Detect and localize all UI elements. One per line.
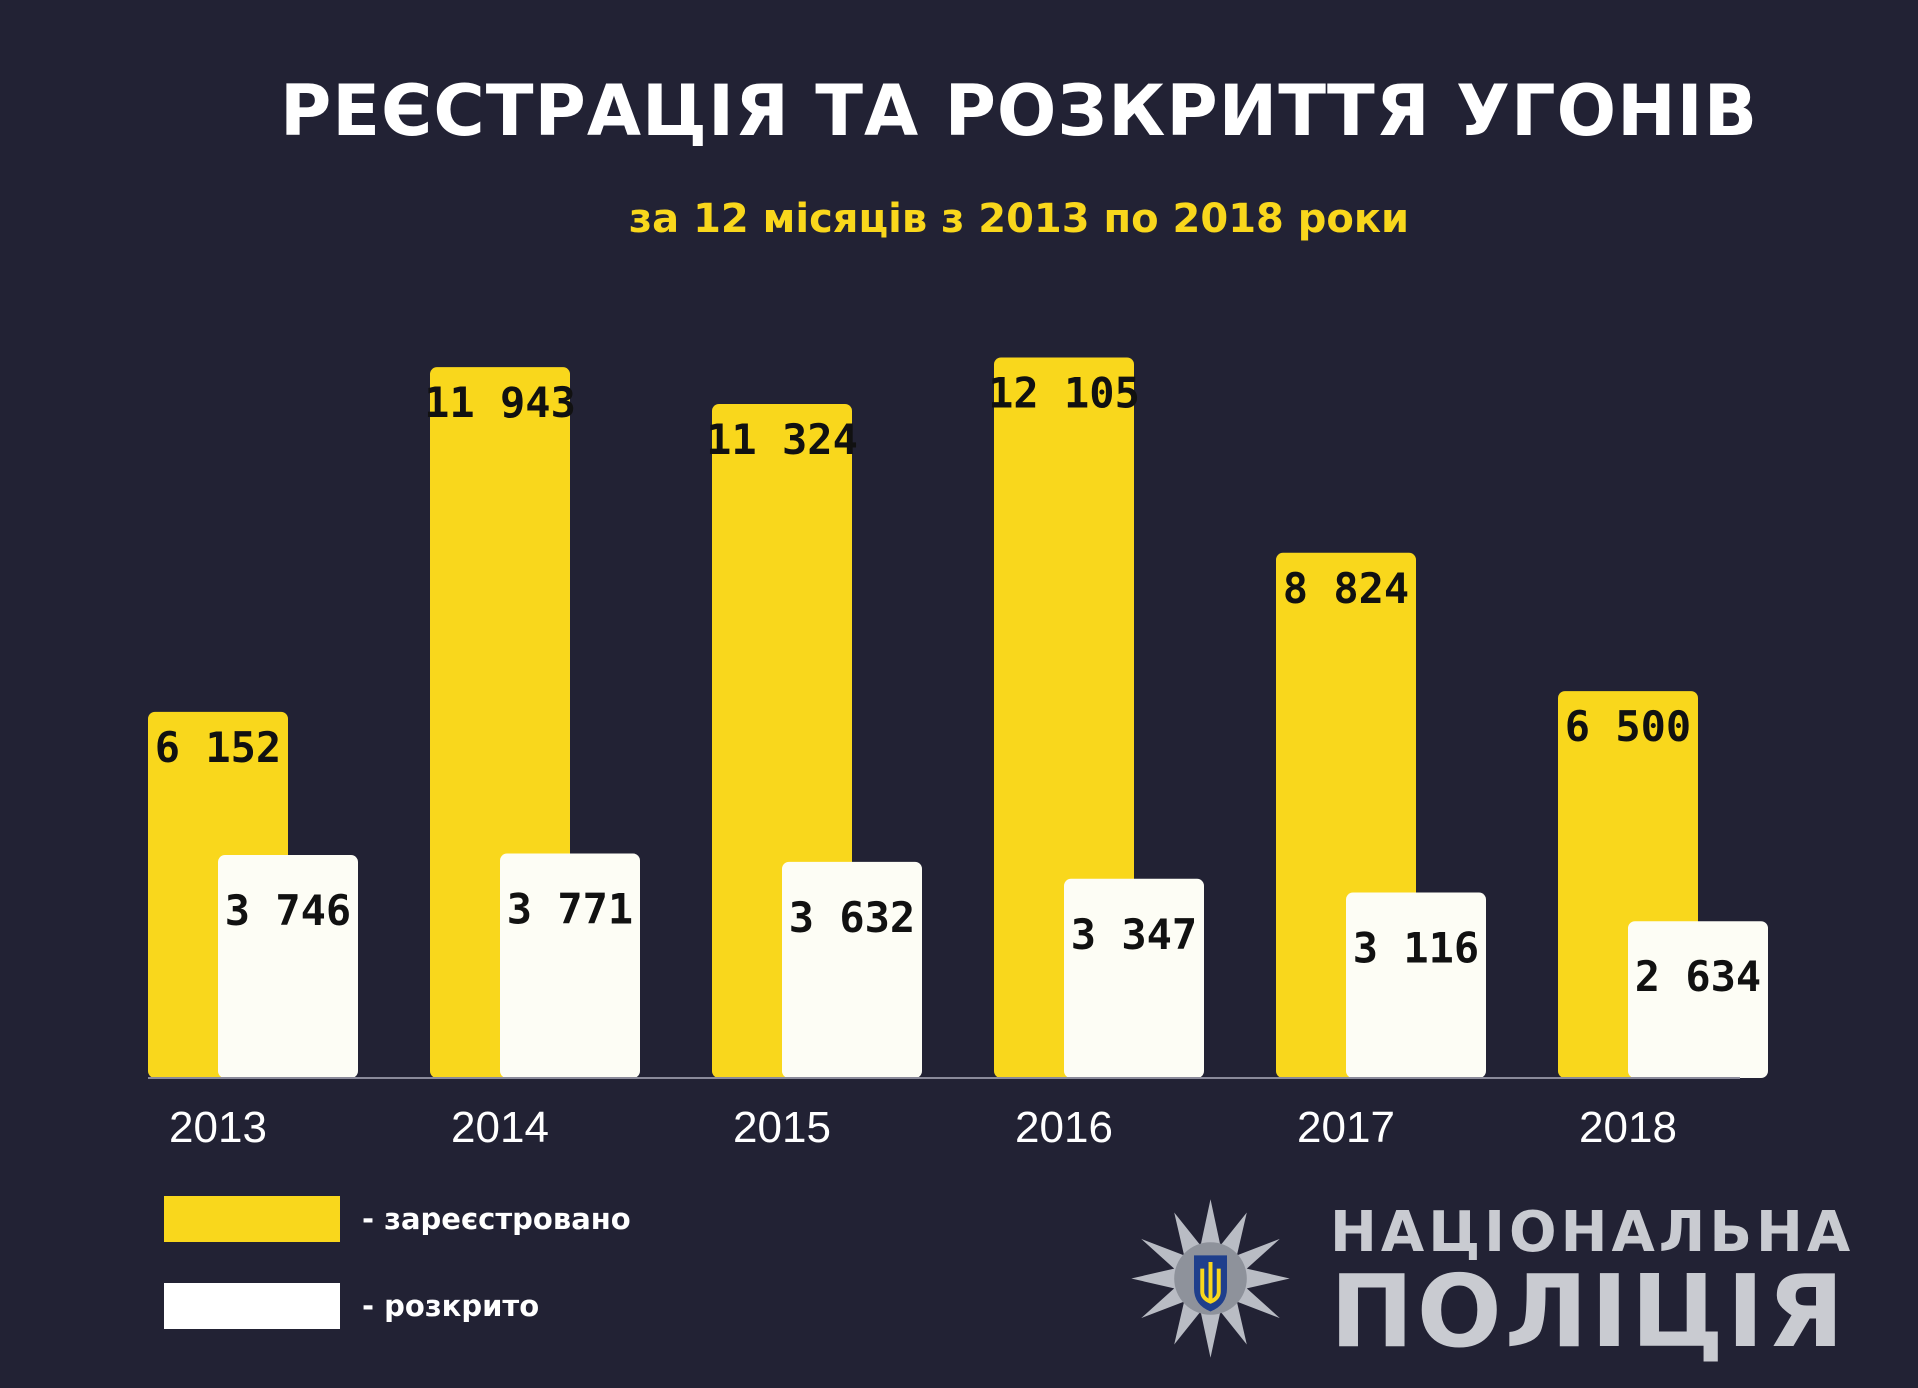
bar-chart: 6 152 3 746 2013 11 943 3 771 2014 11 324 3 632… [148,357,1768,1152]
data-label-solved-2016: 3 347 [1071,910,1197,959]
bar-solved-2017 [1346,892,1486,1078]
bar-solved-2018 [1628,921,1768,1078]
x-tick-label-2013: 2013 [169,1103,267,1152]
data-label-registered-2018: 6 500 [1565,702,1691,751]
x-tick-label-2014: 2014 [451,1103,549,1152]
x-tick-label-2015: 2015 [733,1103,831,1152]
x-tick-label-2018: 2018 [1579,1103,1677,1152]
data-label-solved-2018: 2 634 [1635,952,1761,1001]
chart-title: РЕЄСТРАЦІЯ ТА РОЗКРИТТЯ УГОНІВ [279,70,1759,152]
logo-text-line1: НАЦІОНАЛЬНА [1330,1200,1855,1265]
chart-subtitle: за 12 місяців з 2013 по 2018 роки [628,196,1410,242]
x-tick-label-2016: 2016 [1015,1103,1113,1152]
data-label-solved-2013: 3 746 [225,886,351,935]
legend-label-solved: - розкрито [362,1289,540,1323]
data-label-solved-2015: 3 632 [789,893,915,942]
data-label-solved-2014: 3 771 [507,885,633,934]
data-label-registered-2017: 8 824 [1283,564,1409,613]
police-star-emblem-icon [1131,1199,1290,1358]
legend-swatch-registered [164,1196,340,1242]
data-label-registered-2015: 11 324 [706,415,858,464]
legend-swatch-solved [164,1283,340,1329]
logo-text-line2: ПОЛІЦІЯ [1330,1253,1847,1370]
data-label-registered-2014: 11 943 [424,378,576,427]
bar-solved-2014 [500,853,640,1078]
bar-solved-2016 [1064,878,1204,1078]
data-label-solved-2017: 3 116 [1353,924,1479,973]
bar-solved-2013 [218,855,358,1078]
data-label-registered-2016: 12 105 [988,369,1140,418]
bar-solved-2015 [782,861,922,1078]
data-label-registered-2013: 6 152 [155,723,281,772]
legend-label-registered: - зареєстровано [362,1202,631,1236]
x-tick-label-2017: 2017 [1297,1103,1395,1152]
